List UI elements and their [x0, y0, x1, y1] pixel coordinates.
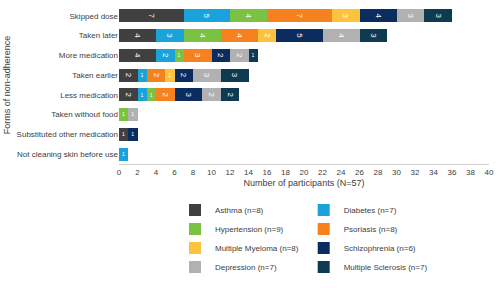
svg-text:38: 38	[466, 168, 475, 177]
svg-text:6: 6	[172, 168, 177, 177]
svg-text:12: 12	[226, 168, 235, 177]
svg-text:4: 4	[133, 53, 142, 58]
svg-text:4: 4	[235, 33, 244, 38]
svg-text:18: 18	[281, 168, 290, 177]
svg-text:Taken later: Taken later	[79, 31, 118, 40]
svg-text:4: 4	[337, 33, 346, 38]
svg-text:4: 4	[244, 13, 253, 18]
svg-text:2: 2	[235, 53, 244, 58]
svg-text:1: 1	[122, 151, 125, 157]
svg-text:2: 2	[207, 92, 216, 97]
svg-text:10: 10	[207, 168, 216, 177]
svg-text:3: 3	[341, 13, 350, 18]
svg-text:Taken earlier: Taken earlier	[72, 71, 118, 80]
svg-text:14: 14	[244, 168, 253, 177]
svg-text:30: 30	[392, 168, 401, 177]
svg-text:4: 4	[133, 33, 142, 38]
svg-text:Hypertension (n=9): Hypertension (n=9)	[215, 225, 284, 234]
svg-text:1: 1	[122, 111, 125, 117]
svg-text:Multiple Myeloma (n=8): Multiple Myeloma (n=8)	[215, 244, 299, 253]
svg-text:3: 3	[406, 13, 415, 18]
svg-text:Forms of non-adherence: Forms of non-adherence	[2, 36, 12, 135]
svg-text:1: 1	[141, 72, 144, 78]
svg-text:24: 24	[337, 168, 346, 177]
svg-text:28: 28	[374, 168, 383, 177]
svg-text:20: 20	[300, 168, 309, 177]
svg-text:Not cleaning skin before use: Not cleaning skin before use	[17, 150, 119, 159]
svg-text:2: 2	[135, 168, 140, 177]
svg-text:5: 5	[202, 13, 211, 18]
svg-text:3: 3	[369, 33, 378, 38]
svg-text:2: 2	[161, 53, 170, 58]
svg-text:2: 2	[124, 73, 133, 78]
svg-text:Multiple Sclerosis (n=7): Multiple Sclerosis (n=7)	[344, 263, 428, 272]
svg-text:1: 1	[131, 111, 134, 117]
svg-text:3: 3	[434, 13, 443, 18]
svg-text:1: 1	[252, 52, 255, 58]
svg-text:2: 2	[226, 92, 235, 97]
svg-text:Skipped dose: Skipped dose	[70, 12, 119, 21]
svg-text:2: 2	[216, 53, 225, 58]
svg-text:40: 40	[485, 168, 494, 177]
svg-text:Number of participants (N=57): Number of participants (N=57)	[244, 178, 365, 188]
svg-text:1: 1	[150, 92, 153, 98]
svg-text:4: 4	[154, 168, 159, 177]
svg-text:5: 5	[295, 33, 304, 38]
svg-text:Depression (n=7): Depression (n=7)	[215, 263, 277, 272]
svg-text:2: 2	[161, 92, 170, 97]
svg-text:1: 1	[168, 72, 171, 78]
svg-text:2: 2	[179, 73, 188, 78]
svg-text:26: 26	[355, 168, 364, 177]
svg-text:0: 0	[117, 168, 122, 177]
svg-text:3: 3	[165, 33, 174, 38]
svg-text:7: 7	[295, 13, 304, 18]
svg-text:Asthma (n=8): Asthma (n=8)	[215, 206, 264, 215]
svg-text:7: 7	[147, 13, 156, 18]
svg-text:3: 3	[193, 53, 202, 58]
svg-text:Less medication: Less medication	[60, 91, 118, 100]
svg-text:34: 34	[429, 168, 438, 177]
svg-text:2: 2	[124, 92, 133, 97]
svg-text:2: 2	[152, 73, 161, 78]
svg-text:32: 32	[411, 168, 420, 177]
svg-text:1: 1	[178, 52, 181, 58]
svg-text:4: 4	[374, 13, 383, 18]
svg-text:16: 16	[263, 168, 272, 177]
svg-text:Diabetes (n=7): Diabetes (n=7)	[344, 206, 397, 215]
svg-text:1: 1	[122, 131, 125, 137]
svg-text:22: 22	[318, 168, 327, 177]
svg-text:Taken without food: Taken without food	[51, 110, 118, 119]
svg-text:1: 1	[141, 92, 144, 98]
svg-text:Substituted other medication: Substituted other medication	[17, 130, 118, 139]
svg-text:8: 8	[191, 168, 196, 177]
svg-text:36: 36	[448, 168, 457, 177]
svg-text:Schizophrenia (n=6): Schizophrenia (n=6)	[344, 244, 416, 253]
svg-text:3: 3	[202, 73, 211, 78]
svg-text:More medication: More medication	[59, 51, 118, 60]
svg-text:3: 3	[184, 92, 193, 97]
svg-text:3: 3	[230, 73, 239, 78]
svg-text:1: 1	[131, 131, 134, 137]
svg-text:2: 2	[263, 33, 272, 38]
svg-text:4: 4	[198, 33, 207, 38]
svg-text:Psoriasis (n=8): Psoriasis (n=8)	[344, 225, 398, 234]
